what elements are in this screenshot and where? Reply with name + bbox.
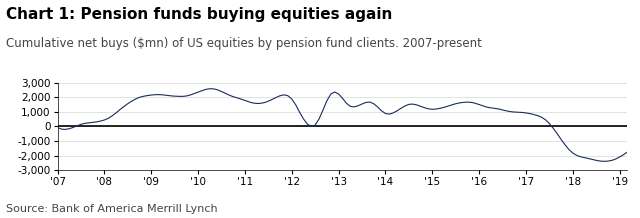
Text: Cumulative net buys ($mn) of US equities by pension fund clients. 2007-present: Cumulative net buys ($mn) of US equities…	[6, 37, 483, 50]
Text: Source: Bank of America Merrill Lynch: Source: Bank of America Merrill Lynch	[6, 204, 218, 214]
Text: Chart 1: Pension funds buying equities again: Chart 1: Pension funds buying equities a…	[6, 7, 393, 22]
